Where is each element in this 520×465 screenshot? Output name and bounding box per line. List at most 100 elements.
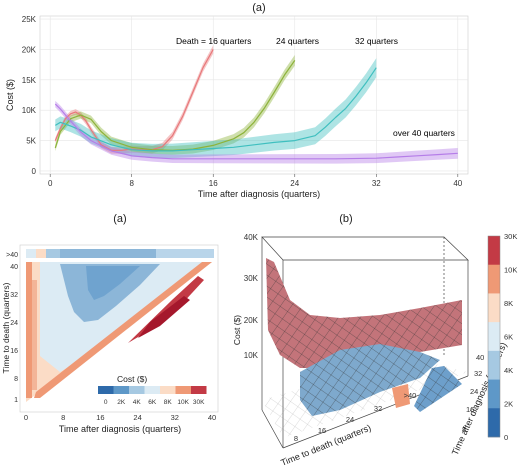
top-chart: (a) 0 8 16 24 32 40 0 5K 10K 15K 20K 25K Death = 1…	[5, 2, 469, 199]
heatmap-x-tick-label: 24	[133, 413, 141, 422]
surface-colorbar-swatch	[488, 236, 500, 266]
surface-x-ticks: 8 16 24 32 >40	[294, 391, 416, 443]
heatmap-left-band-inner	[32, 280, 37, 390]
heatmap-x-tick-label: 40	[208, 413, 216, 422]
top-annotation-32: 32 quarters	[355, 36, 398, 46]
surface-x-tick-label: 24	[346, 415, 354, 424]
heatmap-x-tick-label: 32	[171, 413, 179, 422]
surface-red-sheet-mesh	[266, 258, 462, 368]
heatmap-legend-label: 8K	[164, 399, 173, 406]
heatmap-legend-label: 30K	[193, 399, 205, 406]
top-y-ticks: 0 5K 10K 15K 20K 25K	[22, 15, 37, 176]
top-x-axis-label: Time after diagnosis (quarters)	[198, 189, 320, 199]
heatmap-legend-label: 4K	[133, 399, 142, 406]
surface-y-tick-label: 8	[462, 425, 466, 434]
top-x-tick-label: 8	[129, 179, 134, 188]
top-bands	[55, 45, 458, 164]
heatmap-x-tick-label: 0	[24, 413, 28, 422]
surface-floor-mesh	[262, 360, 468, 438]
surface-z-tick-label: 10K	[244, 351, 259, 360]
heatmap-strip-cell	[36, 249, 46, 258]
heatmap-legend-label: 0	[104, 399, 108, 406]
heatmap-legend-swatch	[113, 386, 129, 394]
heatmap-strip-cell	[46, 249, 60, 258]
top-grid	[40, 16, 468, 174]
top-x-tick-label: 16	[209, 179, 218, 188]
heatmap-strip-cell	[26, 249, 36, 258]
surface-blue-sheet-mesh	[300, 344, 440, 416]
heatmap-y-axis-label: Time to death (quarters)	[1, 282, 11, 373]
top-y-tick-label: 20K	[22, 45, 37, 54]
heatmap-legend-swatch	[144, 386, 160, 394]
surface-x-tick-label: >40	[404, 391, 417, 400]
heatmap-blue-blob	[60, 264, 160, 322]
series-band	[55, 58, 377, 159]
heatmap-legend-label: 2K	[117, 399, 126, 406]
heatmap-chart: (a) 0 8 16 24 32 40 1 8 16 24 32 40 >40 Time after …	[1, 213, 219, 434]
heatmap-strip-cell	[60, 249, 156, 258]
surface-z-ticks: 10K 20K 30K 40K	[244, 233, 259, 360]
heatmap-y-tick-label: 32	[10, 292, 18, 299]
top-x-ticks: 0 8 16 24 32 40	[48, 174, 463, 188]
heatmap-legend-title: Cost ($)	[117, 374, 147, 384]
surface-colorbar-label: 0	[504, 433, 508, 442]
top-y-tick-label: 25K	[22, 15, 37, 24]
surface-z-tick-label: 40K	[244, 233, 259, 242]
surface-y-tick-label: 40	[476, 353, 484, 362]
top-y-axis-label: Cost ($)	[5, 79, 15, 111]
heatmap-legend-swatches	[98, 386, 207, 394]
heatmap-warm-diagonal	[34, 262, 212, 398]
surface-colorbar-swatch	[488, 408, 500, 438]
heatmap-y-tick-label: 1	[14, 397, 18, 404]
top-annotation-over-40: over 40 quarters	[393, 128, 455, 138]
top-x-tick-label: 32	[372, 179, 381, 188]
series-line	[54, 49, 214, 151]
heatmap-legend-label: 6K	[148, 399, 157, 406]
surface-z-tick-label: 30K	[244, 274, 259, 283]
surface-colorbar-label: 30K	[504, 232, 517, 241]
heatmap-y-tick-label: 16	[10, 348, 18, 355]
heatmap-hotspot	[138, 296, 190, 338]
surface-colorbar	[487, 235, 501, 438]
heatmap-legend-swatch	[191, 386, 207, 394]
heatmap-y-tick-label: 24	[10, 320, 18, 327]
top-y-tick-label: 10K	[22, 106, 37, 115]
heatmap-blue-core	[86, 266, 140, 300]
surface-colorbar-label: 4K	[504, 366, 513, 375]
top-y-tick-label: 0	[32, 167, 37, 176]
surface-colorbar-label: 8K	[504, 299, 513, 308]
top-x-tick-label: 0	[48, 179, 53, 188]
surface-colorbar-label: 2K	[504, 400, 513, 409]
top-annotation-24: 24 quarters	[276, 36, 319, 46]
surface-colorbar-label: 10K	[504, 266, 517, 275]
heatmap-legend-labels: 0 2K 4K 6K 8K 10K 30K	[104, 399, 205, 406]
surface-x-tick-label: 16	[318, 426, 326, 435]
heatmap-y-tick-label: >40	[6, 252, 18, 259]
heatmap-legend-swatch	[129, 386, 145, 394]
top-y-tick-label: 5K	[26, 137, 36, 146]
surface-y-ticks: 8 16 24 32 40	[462, 353, 484, 434]
surface-orange-strip	[392, 384, 410, 408]
heatmap-strip-cell	[156, 249, 214, 258]
series-line	[54, 67, 377, 152]
heatmap-legend-label: 10K	[177, 399, 189, 406]
heatmap-x-ticks: 0 8 16 24 32 40	[24, 413, 216, 422]
heatmap-x-tick-label: 16	[96, 413, 104, 422]
heatmap-y-tick-label: 8	[14, 376, 18, 383]
surface-chart: (b) 10K 20K 30K 40K 8 16 24 32 >40 8 16 24 32 40 Co…	[232, 213, 517, 465]
heatmap-x-axis-label: Time after diagnosis (quarters)	[59, 424, 181, 434]
surface-blue-tail-mesh	[414, 366, 462, 412]
surface-colorbar-label: 6K	[504, 333, 513, 342]
surface-x-tick-label: 32	[374, 404, 382, 413]
heatmap-y-tick-label: 40	[10, 264, 18, 271]
surface-z-tick-label: 20K	[244, 316, 259, 325]
surface-colorbar-swatch	[488, 350, 500, 380]
heatmap-legend-swatch	[175, 386, 191, 394]
heatmap-x-tick-label: 8	[61, 413, 65, 422]
heatmap-y-ticks: 1 8 16 24 32 40 >40	[6, 252, 18, 404]
top-lines	[54, 49, 458, 160]
top-panel-label: (a)	[252, 2, 265, 14]
surface-colorbar-frame	[487, 235, 501, 438]
surface-colorbar-swatch	[488, 293, 500, 323]
